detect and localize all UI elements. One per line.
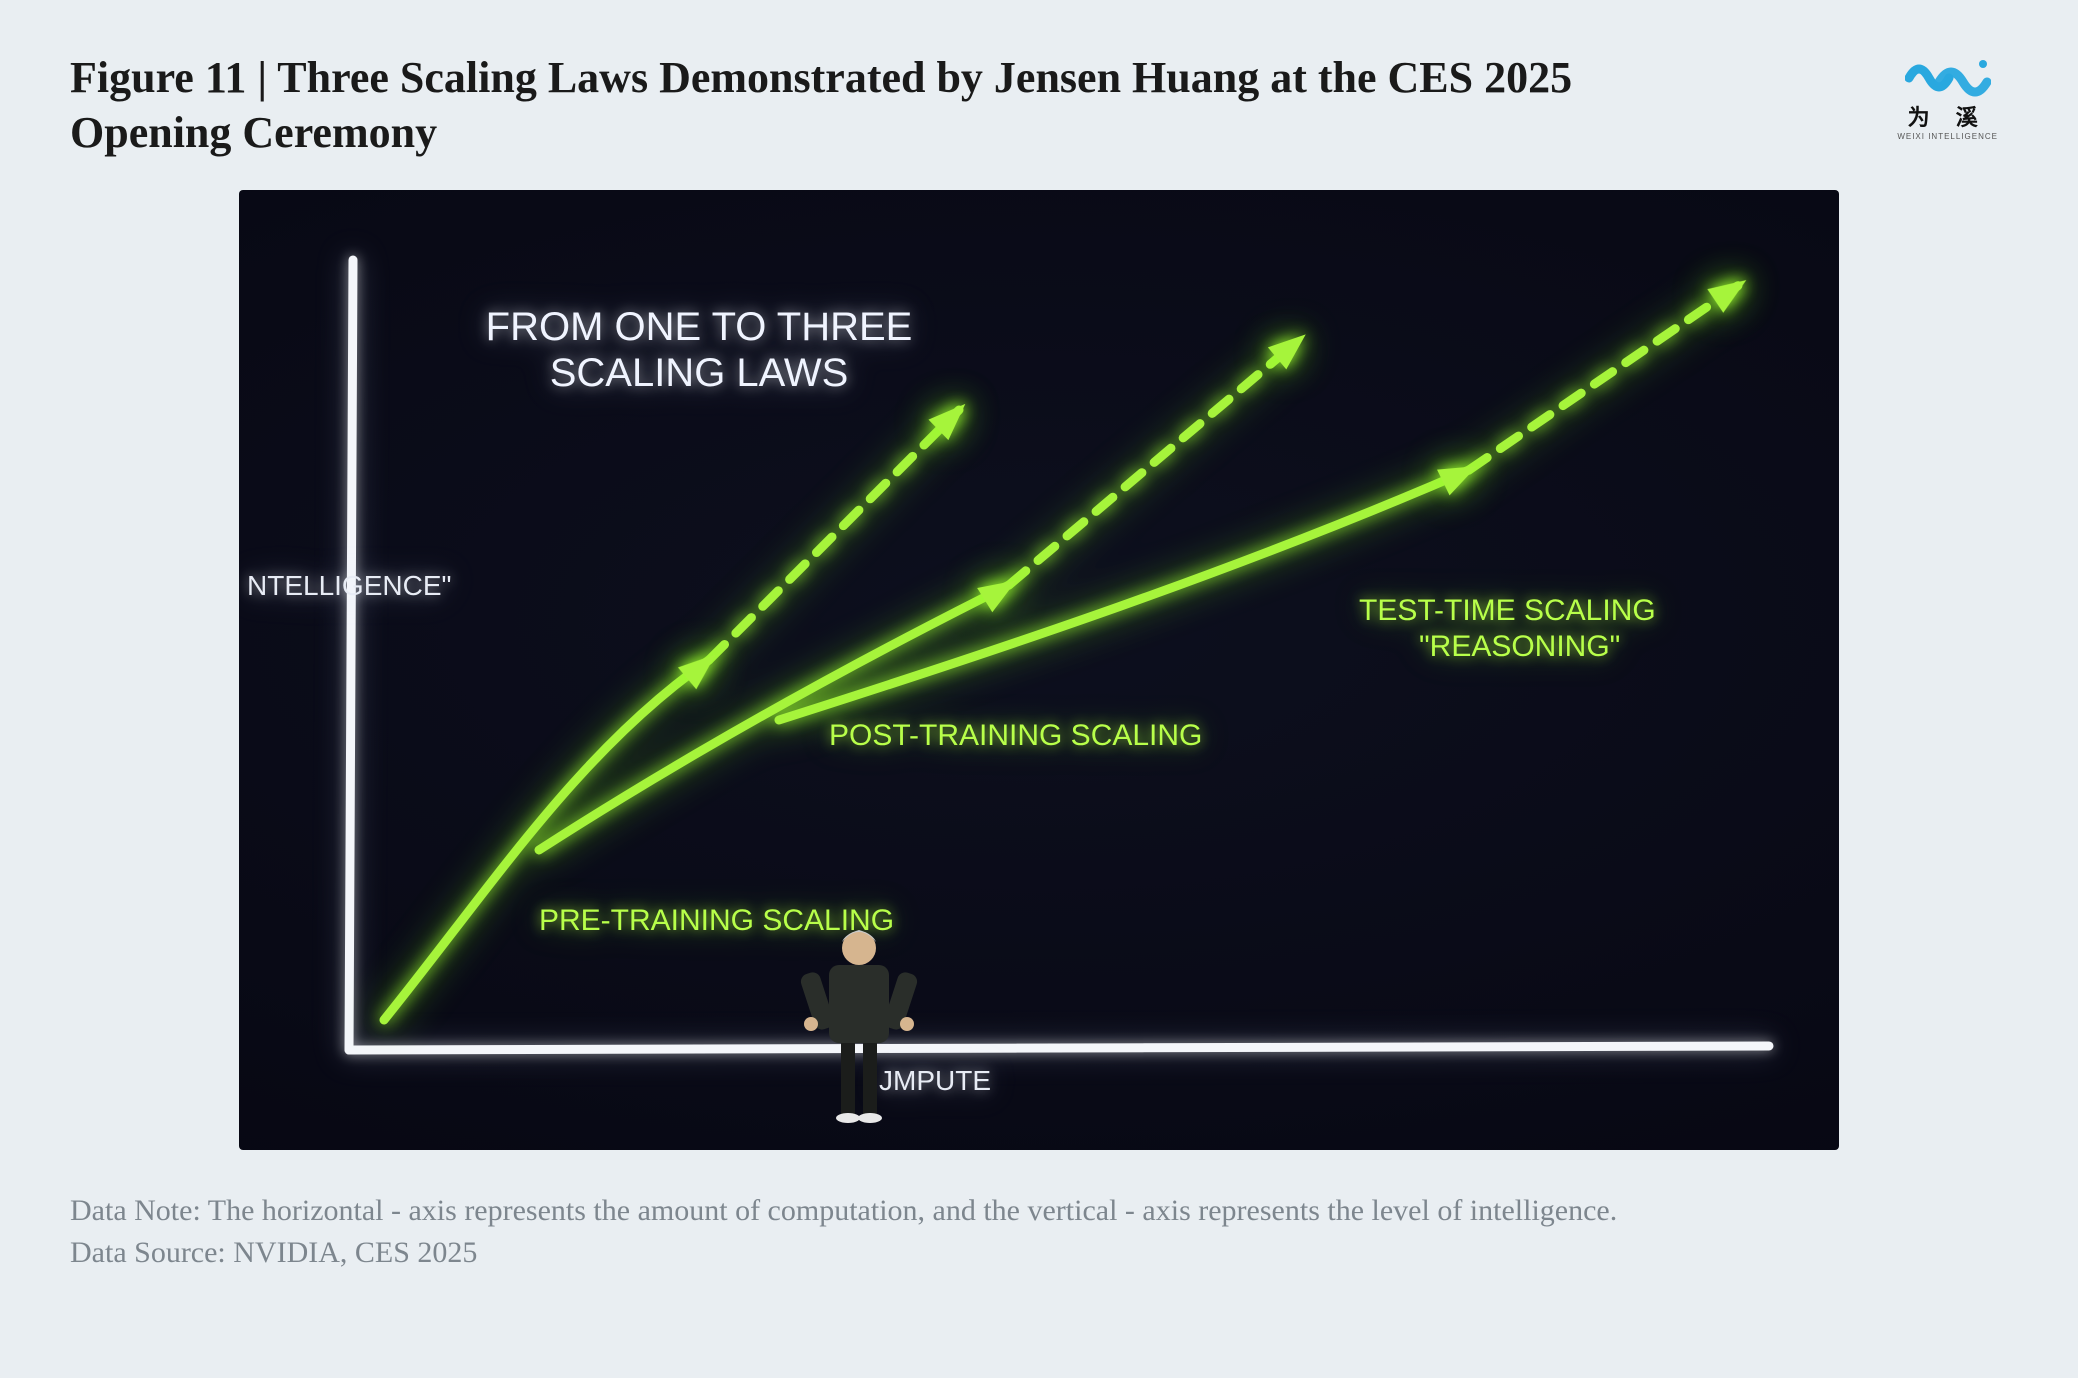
brand-logo: 为 溪 WEIXI INTELLIGENCE — [1897, 54, 1998, 141]
page: Figure 11 | Three Scaling Laws Demonstra… — [0, 0, 2078, 1378]
y-axis-label: NTELLIGENCE" — [247, 570, 451, 601]
label-posttrain: POST-TRAINING SCALING — [829, 719, 1202, 752]
header-row: Figure 11 | Three Scaling Laws Demonstra… — [70, 50, 2008, 160]
curve-posttrain-dash — [1009, 340, 1299, 585]
heading-line1: FROM ONE TO THREE — [486, 305, 913, 349]
curve-labels: PRE-TRAINING SCALING POST-TRAINING SCALIN… — [539, 594, 1656, 937]
curve-testtime-dash — [1469, 285, 1739, 470]
label-testtime-line2: "REASONING" — [1419, 630, 1620, 663]
figure-title: Figure 11 | Three Scaling Laws Demonstra… — [70, 50, 1670, 160]
chart-svg: FROM ONE TO THREE SCALING LAWS NTELLIGEN… — [239, 190, 1839, 1150]
brand-wave-icon — [1905, 54, 1991, 98]
chart-heading: FROM ONE TO THREE SCALING LAWS — [486, 305, 913, 395]
y-axis — [349, 260, 353, 1050]
label-pretrain: PRE-TRAINING SCALING — [539, 904, 894, 937]
scaling-laws-chart: FROM ONE TO THREE SCALING LAWS NTELLIGEN… — [239, 190, 1839, 1150]
curve-pretrain-dash — [709, 410, 959, 660]
x-axis — [349, 1046, 1769, 1050]
footnote-line2: Data Source: NVIDIA, CES 2025 — [70, 1232, 2008, 1274]
brand-name-cn: 为 溪 — [1908, 100, 1988, 132]
x-axis-label: JMPUTE — [879, 1065, 991, 1096]
label-testtime-line1: TEST-TIME SCALING — [1359, 594, 1656, 627]
footnote-line1: Data Note: The horizontal - axis represe… — [70, 1190, 2008, 1232]
footnote: Data Note: The horizontal - axis represe… — [70, 1190, 2008, 1274]
heading-line2: SCALING LAWS — [550, 351, 849, 395]
brand-name-sub: WEIXI INTELLIGENCE — [1897, 132, 1998, 141]
curve-posttrain-solid — [539, 585, 1009, 850]
